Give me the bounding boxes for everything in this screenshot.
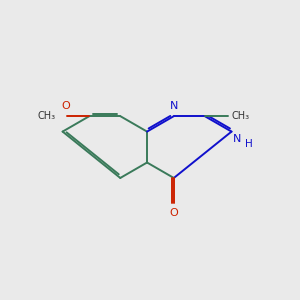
Text: O: O — [61, 101, 70, 111]
Text: O: O — [169, 208, 178, 218]
Text: CH₃: CH₃ — [232, 111, 250, 121]
Text: CH₃: CH₃ — [38, 111, 56, 121]
Text: H: H — [245, 139, 253, 149]
Text: N: N — [233, 134, 242, 144]
Text: N: N — [169, 101, 178, 111]
